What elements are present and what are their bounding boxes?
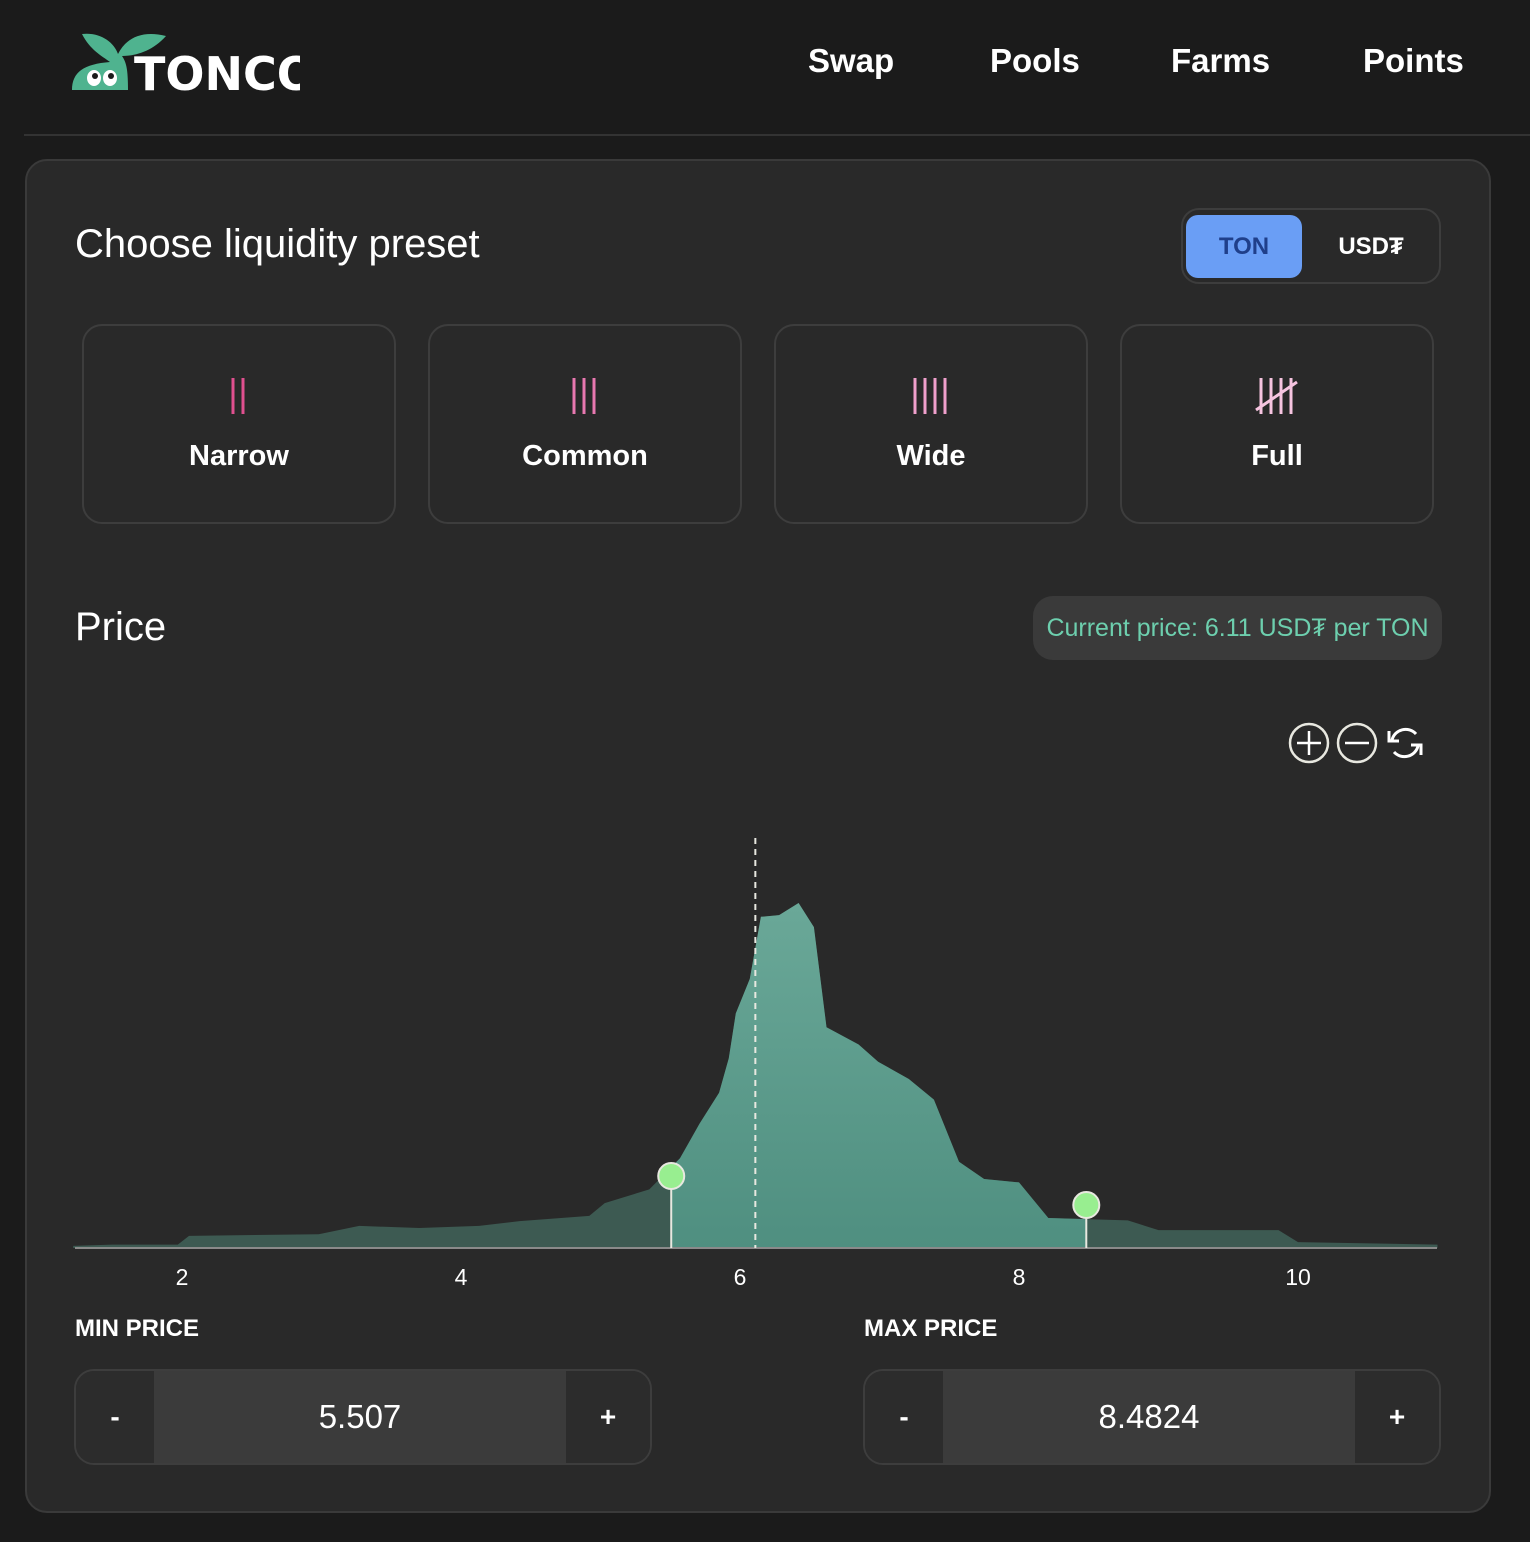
min-price-input[interactable]: 5.507 bbox=[154, 1371, 566, 1463]
min-increment-button[interactable]: + bbox=[566, 1371, 650, 1463]
min-price-label: MIN PRICE bbox=[75, 1315, 200, 1342]
three-bars-icon bbox=[572, 378, 596, 414]
x-tick-label: 2 bbox=[175, 1264, 189, 1290]
x-tick-label: 6 bbox=[733, 1264, 747, 1290]
tally-five-icon bbox=[1255, 378, 1298, 414]
preset-wide[interactable]: Wide bbox=[774, 324, 1088, 524]
preset-label: Wide bbox=[896, 440, 966, 472]
toggle-ton[interactable]: TON bbox=[1186, 215, 1302, 278]
x-tick-label: 8 bbox=[1012, 1264, 1026, 1290]
liquidity-card bbox=[25, 159, 1491, 1513]
preset-label: Narrow bbox=[189, 440, 289, 472]
preset-label: Common bbox=[522, 440, 648, 472]
preset-title: Choose liquidity preset bbox=[75, 222, 480, 266]
max-price-input[interactable]: 8.4824 bbox=[943, 1371, 1355, 1463]
x-tick-label: 4 bbox=[454, 1264, 468, 1290]
nav-points[interactable]: Points bbox=[1363, 42, 1464, 79]
zoom-in-icon[interactable] bbox=[1288, 722, 1330, 764]
min-price-stepper: - 5.507 + bbox=[74, 1369, 652, 1465]
liquidity-area-in-range bbox=[671, 903, 1087, 1248]
current-price-badge: Current price: 6.11 USD₮ per TON bbox=[1033, 596, 1442, 660]
preset-common[interactable]: Common bbox=[428, 324, 742, 524]
nav-swap[interactable]: Swap bbox=[808, 42, 895, 79]
preset-full[interactable]: Full bbox=[1120, 324, 1434, 524]
toggle-usdt[interactable]: USD₮ bbox=[1338, 232, 1404, 260]
nav-farms[interactable]: Farms bbox=[1171, 42, 1271, 79]
reset-icon[interactable] bbox=[1384, 722, 1426, 764]
nav-pools[interactable]: Pools bbox=[990, 42, 1080, 79]
liquidity-chart[interactable] bbox=[0, 800, 1530, 1260]
max-price-handle[interactable] bbox=[1072, 1191, 1101, 1219]
max-price-label: MAX PRICE bbox=[864, 1315, 998, 1342]
max-price-stepper: - 8.4824 + bbox=[863, 1369, 1441, 1465]
min-decrement-button[interactable]: - bbox=[76, 1371, 154, 1463]
zoom-out-icon[interactable] bbox=[1336, 722, 1378, 764]
divider bbox=[24, 134, 1530, 136]
four-bars-icon bbox=[913, 378, 947, 414]
max-decrement-button[interactable]: - bbox=[865, 1371, 943, 1463]
min-price-handle[interactable] bbox=[657, 1162, 686, 1190]
preset-narrow[interactable]: Narrow bbox=[82, 324, 396, 524]
x-tick-label: 10 bbox=[1285, 1264, 1311, 1290]
token-toggle: TON USD₮ bbox=[1181, 208, 1441, 284]
two-bars-icon bbox=[231, 378, 245, 414]
preset-label: Full bbox=[1251, 440, 1303, 472]
logo[interactable]: TONCO bbox=[70, 28, 316, 101]
max-increment-button[interactable]: + bbox=[1355, 1371, 1439, 1463]
price-title: Price bbox=[75, 605, 167, 649]
svg-text:TONCO: TONCO bbox=[134, 47, 300, 96]
